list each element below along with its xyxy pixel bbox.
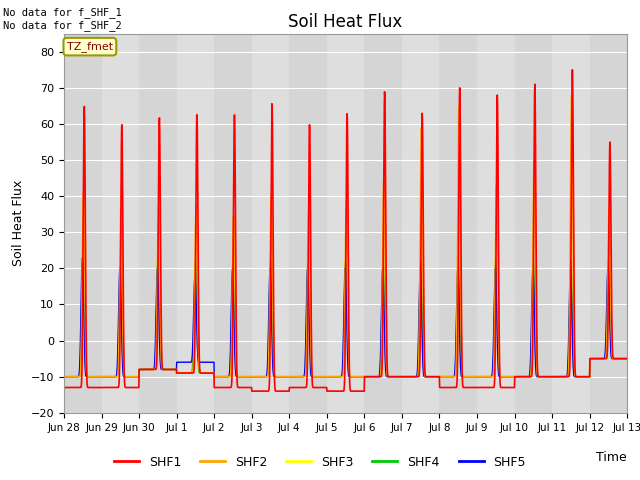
Bar bbox=[64, 34, 102, 413]
SHF3 bbox=[546, 374, 554, 380]
Bar bbox=[515, 34, 552, 413]
SHF2 bbox=[568, 92, 575, 98]
Bar bbox=[402, 34, 440, 413]
SHF4 bbox=[120, 373, 128, 379]
Line: SHF3: SHF3 bbox=[64, 261, 640, 377]
SHF1 bbox=[568, 67, 576, 72]
Bar bbox=[477, 34, 515, 413]
Text: Time: Time bbox=[596, 451, 627, 464]
SHF2 bbox=[120, 369, 128, 374]
Title: Soil Heat Flux: Soil Heat Flux bbox=[289, 12, 403, 31]
SHF1 bbox=[546, 374, 554, 380]
Line: SHF4: SHF4 bbox=[64, 261, 640, 377]
SHF4 bbox=[580, 374, 588, 380]
Line: SHF2: SHF2 bbox=[64, 95, 640, 377]
SHF1 bbox=[60, 384, 68, 390]
Bar bbox=[440, 34, 477, 413]
SHF3 bbox=[60, 374, 68, 380]
Bar bbox=[214, 34, 252, 413]
SHF2 bbox=[250, 374, 257, 380]
SHF4 bbox=[250, 374, 257, 380]
SHF5 bbox=[580, 374, 588, 380]
SHF4 bbox=[401, 374, 408, 380]
SHF5 bbox=[546, 374, 554, 380]
Text: No data for f_SHF_1
No data for f_SHF_2: No data for f_SHF_1 No data for f_SHF_2 bbox=[3, 7, 122, 31]
SHF5 bbox=[250, 374, 258, 380]
SHF2 bbox=[60, 374, 68, 380]
Bar bbox=[327, 34, 364, 413]
SHF2 bbox=[401, 374, 408, 380]
Bar bbox=[289, 34, 327, 413]
SHF4 bbox=[60, 374, 68, 380]
SHF1 bbox=[248, 388, 255, 394]
Bar bbox=[177, 34, 214, 413]
Line: SHF1: SHF1 bbox=[64, 70, 640, 391]
SHF3 bbox=[120, 373, 128, 379]
SHF5 bbox=[120, 374, 128, 380]
SHF2 bbox=[580, 374, 588, 380]
SHF3 bbox=[250, 374, 257, 380]
SHF3 bbox=[580, 374, 588, 380]
SHF1 bbox=[401, 374, 409, 380]
SHF2 bbox=[546, 374, 554, 380]
SHF5 bbox=[79, 255, 86, 261]
SHF1 bbox=[580, 374, 588, 380]
SHF5 bbox=[60, 374, 68, 380]
SHF1 bbox=[120, 359, 128, 365]
Bar bbox=[364, 34, 402, 413]
Bar bbox=[102, 34, 139, 413]
Bar bbox=[552, 34, 589, 413]
Bar bbox=[252, 34, 289, 413]
Line: SHF5: SHF5 bbox=[64, 258, 640, 377]
Bar bbox=[589, 34, 627, 413]
Bar bbox=[139, 34, 177, 413]
SHF3 bbox=[401, 374, 408, 380]
Y-axis label: Soil Heat Flux: Soil Heat Flux bbox=[12, 180, 25, 266]
Text: TZ_fmet: TZ_fmet bbox=[67, 41, 113, 52]
SHF1 bbox=[250, 388, 258, 394]
Legend: SHF1, SHF2, SHF3, SHF4, SHF5: SHF1, SHF2, SHF3, SHF4, SHF5 bbox=[109, 451, 531, 474]
SHF5 bbox=[401, 374, 409, 380]
SHF4 bbox=[546, 374, 554, 380]
